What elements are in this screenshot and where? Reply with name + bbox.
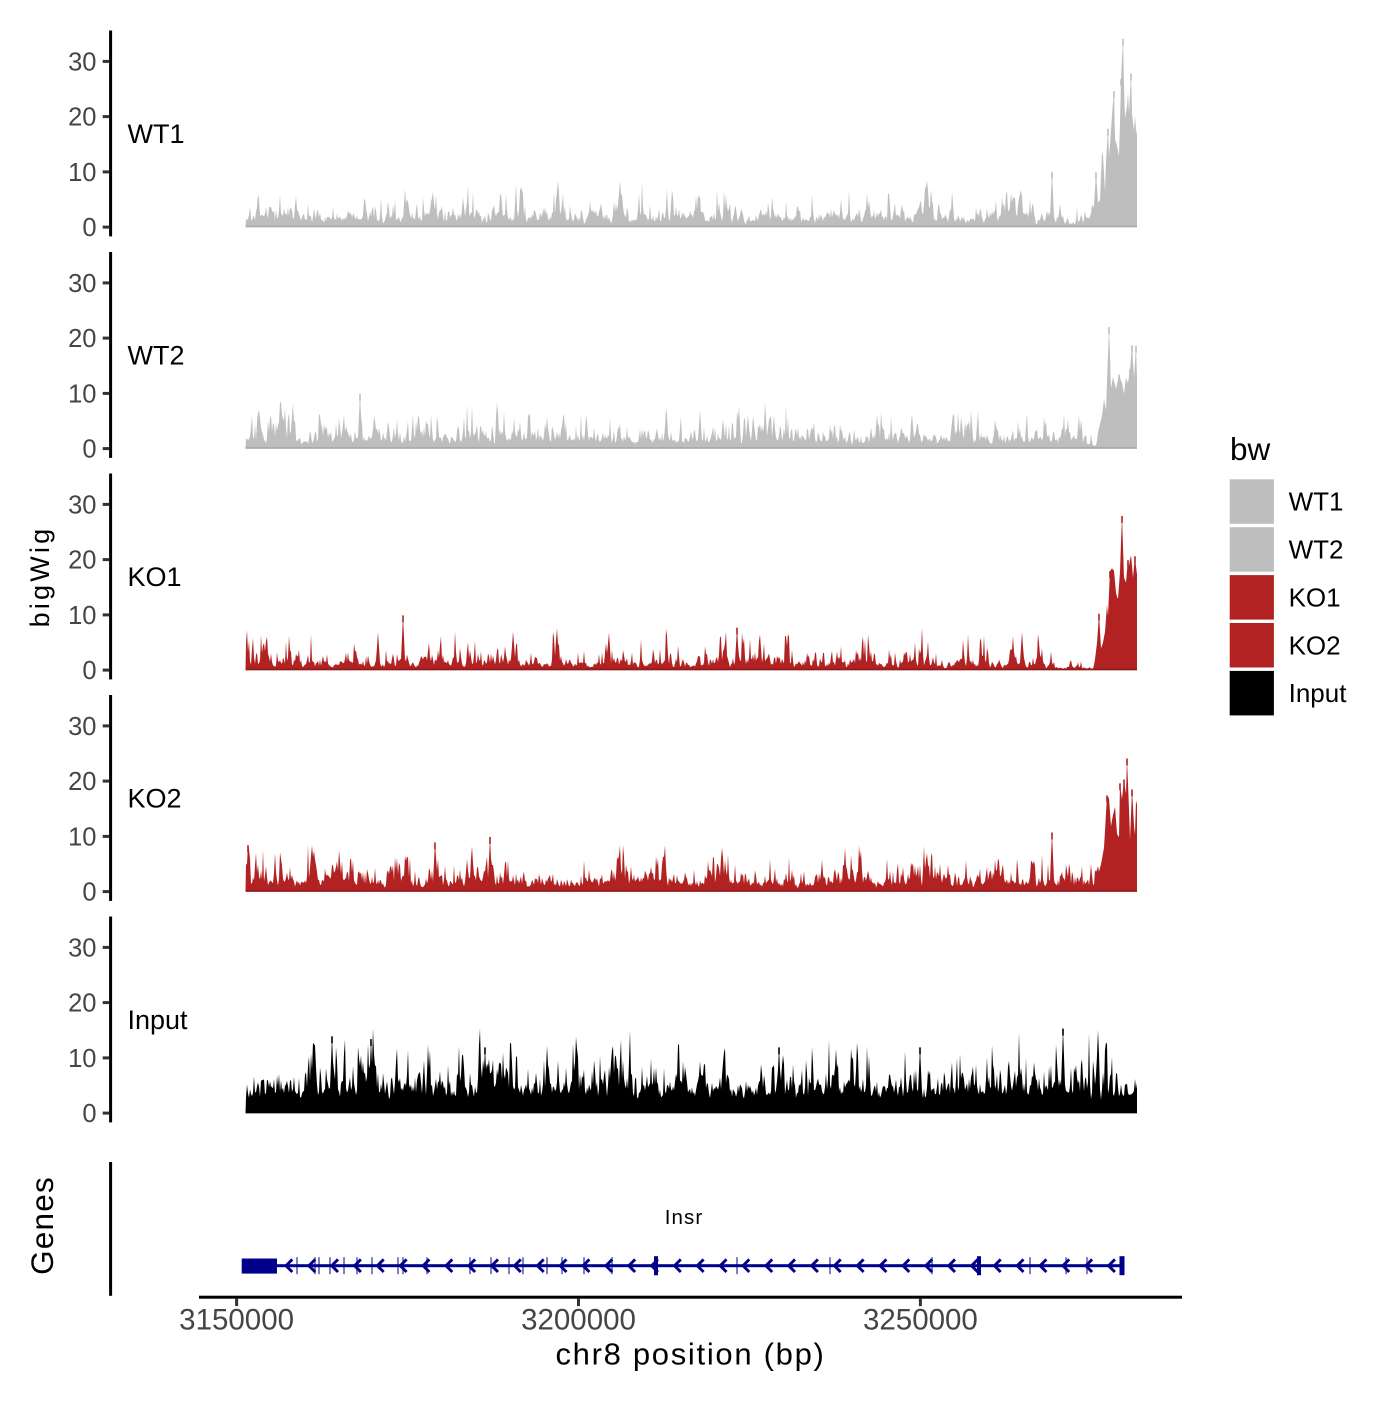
svg-text:bigWig: bigWig <box>25 526 55 628</box>
svg-text:Input: Input <box>128 1005 189 1035</box>
svg-text:30: 30 <box>68 713 96 741</box>
svg-text:WT2: WT2 <box>128 340 185 370</box>
svg-text:KO2: KO2 <box>1289 630 1341 660</box>
svg-text:3250000: 3250000 <box>863 1304 978 1337</box>
svg-text:20: 20 <box>68 547 96 575</box>
svg-text:Input: Input <box>1289 678 1348 708</box>
svg-text:20: 20 <box>68 768 96 796</box>
svg-text:WT1: WT1 <box>128 119 185 149</box>
svg-text:20: 20 <box>68 104 96 132</box>
svg-text:KO2: KO2 <box>128 783 182 813</box>
svg-text:0: 0 <box>82 1100 96 1128</box>
svg-text:3200000: 3200000 <box>521 1304 636 1337</box>
svg-text:Insr: Insr <box>665 1206 704 1229</box>
svg-text:bw: bw <box>1230 431 1271 467</box>
svg-text:20: 20 <box>68 990 96 1018</box>
svg-text:10: 10 <box>68 159 96 187</box>
svg-text:30: 30 <box>68 48 96 76</box>
svg-text:10: 10 <box>68 380 96 408</box>
svg-text:0: 0 <box>82 436 96 464</box>
svg-text:0: 0 <box>82 214 96 242</box>
svg-text:Genes: Genes <box>24 1176 60 1275</box>
svg-text:10: 10 <box>68 602 96 630</box>
svg-text:0: 0 <box>82 657 96 685</box>
svg-text:10: 10 <box>68 1045 96 1073</box>
svg-text:20: 20 <box>68 325 96 353</box>
svg-text:WT1: WT1 <box>1289 487 1344 517</box>
svg-text:chr8 position (bp): chr8 position (bp) <box>555 1337 825 1372</box>
svg-text:10: 10 <box>68 823 96 851</box>
svg-text:KO1: KO1 <box>128 562 182 592</box>
svg-text:3150000: 3150000 <box>179 1304 294 1337</box>
svg-text:30: 30 <box>68 934 96 962</box>
svg-text:WT2: WT2 <box>1289 535 1344 565</box>
svg-text:KO1: KO1 <box>1289 582 1341 612</box>
svg-text:30: 30 <box>68 491 96 519</box>
svg-text:30: 30 <box>68 270 96 298</box>
svg-text:0: 0 <box>82 879 96 907</box>
